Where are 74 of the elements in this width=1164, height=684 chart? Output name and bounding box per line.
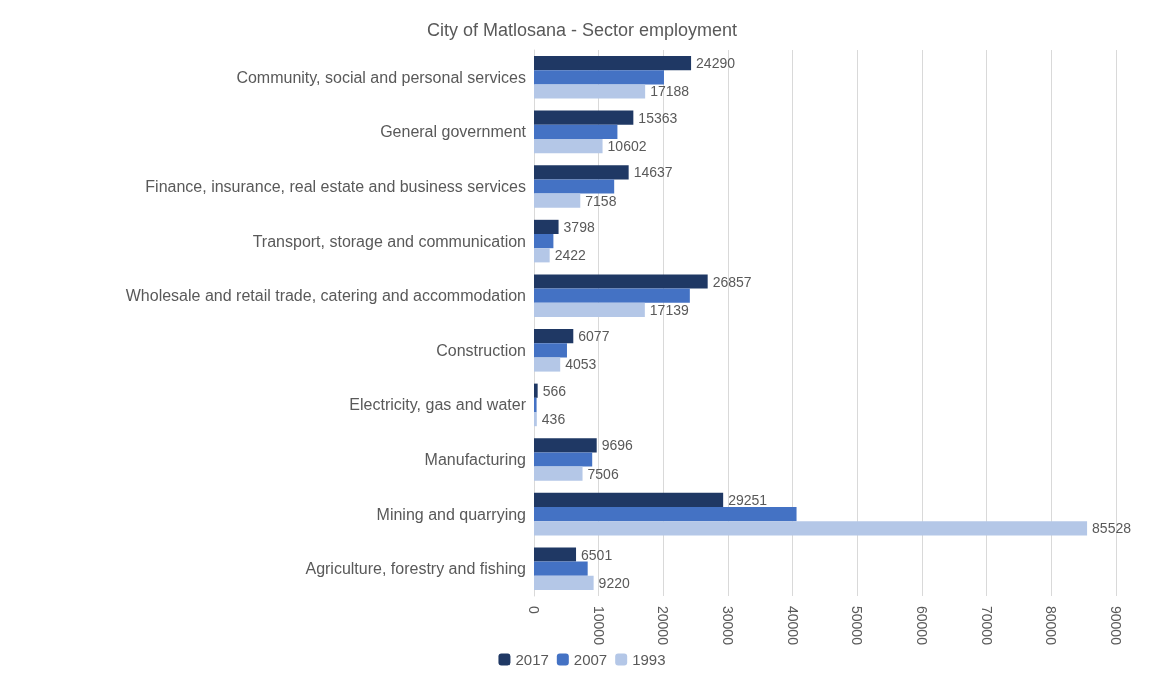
bar <box>534 302 645 317</box>
bar <box>534 357 561 372</box>
bar <box>534 56 692 71</box>
y-tick-label: Transport, storage and communication <box>252 232 526 250</box>
legend-label: 2007 <box>573 651 608 668</box>
x-tick-label: 10000 <box>590 606 607 646</box>
bar <box>534 219 559 234</box>
data-label: 7158 <box>585 192 617 209</box>
data-label: 6501 <box>581 546 613 563</box>
data-label: 15363 <box>638 109 678 126</box>
data-label: 26857 <box>712 273 752 290</box>
bar <box>534 507 797 522</box>
bar <box>534 547 577 562</box>
bar <box>534 110 634 125</box>
bar <box>534 288 690 303</box>
y-tick-label: Finance, insurance, real estate and business services <box>145 178 526 195</box>
data-label: 24290 <box>696 55 736 72</box>
bar <box>534 412 537 427</box>
data-label: 7506 <box>587 465 619 482</box>
bar <box>534 521 1088 536</box>
y-tick-label: Wholesale and retail trade, catering and accommodation <box>125 287 526 305</box>
bar <box>534 179 615 194</box>
bar <box>534 492 724 507</box>
x-tick-label: 50000 <box>849 606 866 646</box>
bar <box>534 124 618 139</box>
y-tick-label: Mining and quarrying <box>376 505 526 523</box>
x-tick-label: 30000 <box>720 606 736 646</box>
bar <box>534 575 594 590</box>
legend-label: 2017 <box>515 651 549 668</box>
x-tick-label: 90000 <box>1108 606 1124 646</box>
x-tick-label: 80000 <box>1043 606 1060 646</box>
bar <box>534 561 588 576</box>
y-tick-label: General government <box>380 123 527 141</box>
x-tick-label: 60000 <box>914 606 930 646</box>
chart-title: City of Matlosana - Sector employment <box>426 20 738 40</box>
bar <box>534 452 593 467</box>
data-label: 3798 <box>563 218 595 235</box>
data-label: 17188 <box>650 83 690 100</box>
data-label: 9696 <box>601 437 634 454</box>
x-tick-label: 20000 <box>655 606 672 646</box>
bar <box>534 466 583 481</box>
data-label: 85528 <box>1092 520 1132 537</box>
bar <box>534 84 646 99</box>
legend-label: 1993 <box>632 651 666 668</box>
data-label: 566 <box>542 382 567 399</box>
y-tick-label: Manufacturing <box>424 451 526 468</box>
data-label: 10602 <box>607 138 647 155</box>
bar <box>534 234 554 249</box>
data-label: 29251 <box>728 491 768 508</box>
data-label: 6077 <box>578 328 610 345</box>
y-tick-label: Construction <box>436 341 526 359</box>
bar <box>534 165 629 180</box>
data-label: 4053 <box>565 356 597 373</box>
x-tick-label: 70000 <box>978 606 995 646</box>
bar <box>534 343 567 358</box>
bar <box>534 248 550 263</box>
data-label: 436 <box>541 411 566 428</box>
x-tick-label: 0 <box>526 606 542 614</box>
bar <box>534 383 538 398</box>
y-tick-label: Electricity, gas and water <box>349 396 527 414</box>
bar <box>534 438 597 453</box>
y-tick-label: Agriculture, forestry and fishing <box>305 560 526 578</box>
data-label: 14637 <box>633 164 673 181</box>
bar <box>534 193 581 208</box>
data-label: 17139 <box>649 301 689 318</box>
bar <box>534 329 574 344</box>
bar <box>534 397 537 412</box>
x-tick-label: 40000 <box>784 606 801 646</box>
bar <box>534 70 664 85</box>
data-label: 9220 <box>598 574 630 591</box>
data-label: 2422 <box>554 247 587 264</box>
y-tick-label: Community, social and personal services <box>236 68 526 86</box>
bar <box>534 139 603 154</box>
bar <box>534 274 708 289</box>
